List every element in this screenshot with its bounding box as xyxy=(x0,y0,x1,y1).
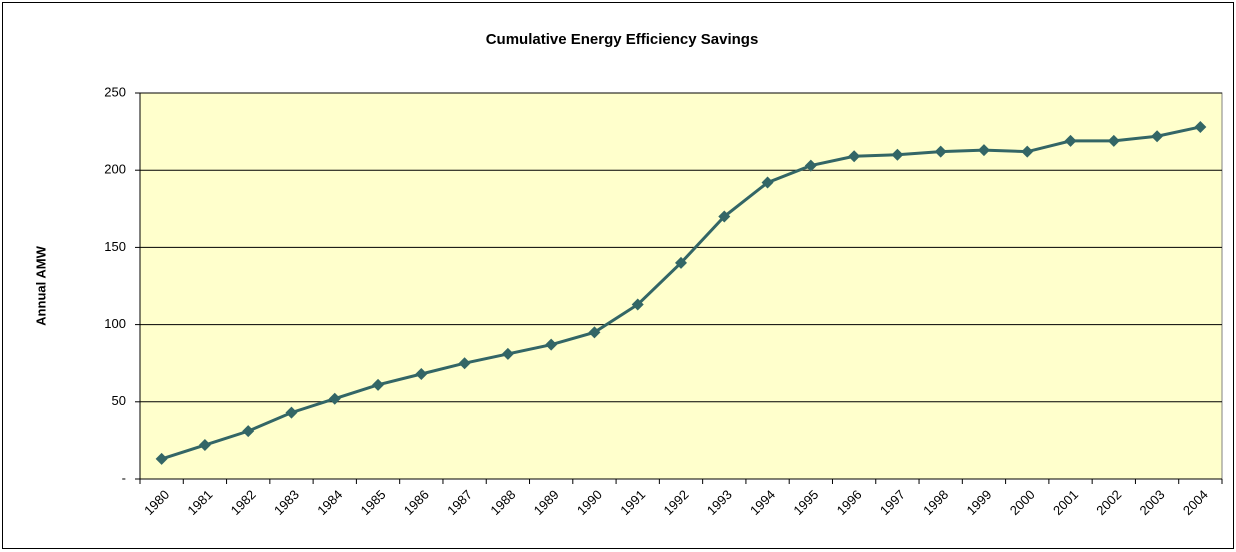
y-tick-label: 250 xyxy=(104,84,126,99)
y-tick-label: 150 xyxy=(104,239,126,254)
data-marker xyxy=(155,452,168,465)
data-marker xyxy=(891,148,904,161)
data-marker xyxy=(372,378,385,391)
data-marker xyxy=(1194,120,1207,133)
data-marker xyxy=(848,150,861,163)
data-marker xyxy=(285,406,298,419)
data-marker xyxy=(545,338,558,351)
data-marker xyxy=(198,439,211,452)
y-tick-label: - xyxy=(122,470,126,485)
y-tick-label: 200 xyxy=(104,162,126,177)
data-marker xyxy=(977,144,990,157)
data-marker xyxy=(415,368,428,381)
data-marker xyxy=(804,159,817,172)
data-marker xyxy=(934,145,947,158)
data-marker xyxy=(501,347,514,360)
data-marker xyxy=(1064,134,1077,147)
y-tick-label: 100 xyxy=(104,316,126,331)
data-marker xyxy=(458,357,471,370)
data-marker xyxy=(1107,134,1120,147)
data-marker xyxy=(588,326,601,339)
data-marker xyxy=(631,298,644,311)
data-marker xyxy=(1151,130,1164,143)
data-marker xyxy=(328,392,341,405)
data-marker xyxy=(242,425,255,438)
y-tick-label: 50 xyxy=(112,393,126,408)
data-marker xyxy=(1021,145,1034,158)
y-axis-title: Annual AMW xyxy=(33,245,48,325)
data-marker xyxy=(718,210,731,223)
data-marker xyxy=(761,176,774,189)
data-marker xyxy=(675,256,687,269)
plot-area xyxy=(139,92,1223,480)
chart-title: Cumulative Energy Efficiency Savings xyxy=(486,31,759,48)
